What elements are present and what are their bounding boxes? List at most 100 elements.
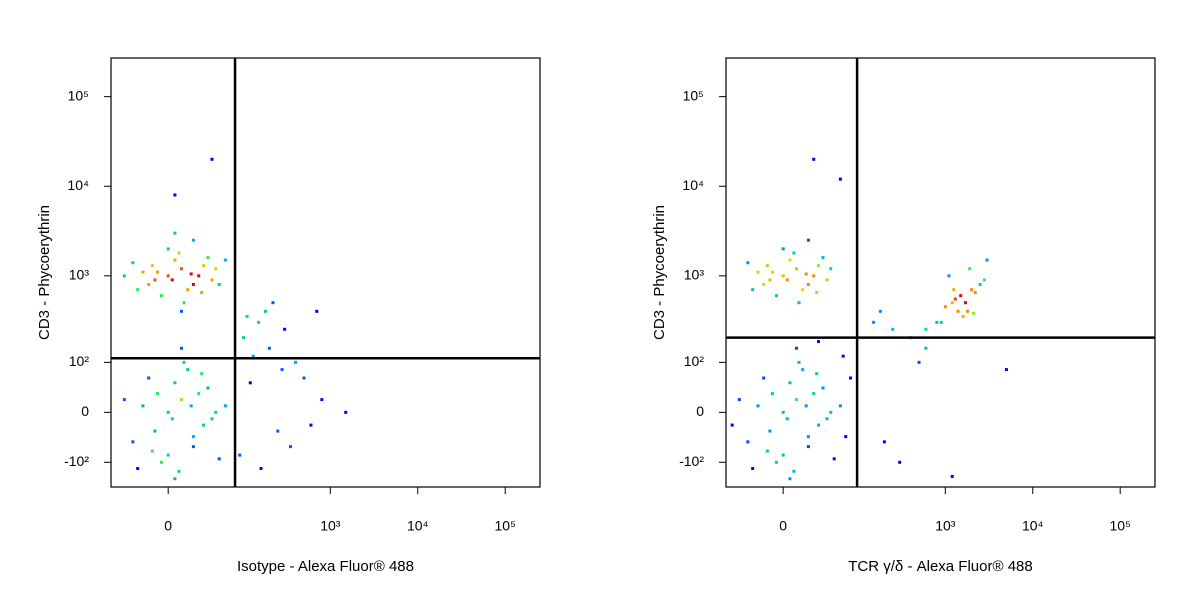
event-dot — [280, 368, 284, 372]
event-dot — [150, 264, 154, 268]
event-dot — [838, 177, 842, 181]
event-dot — [815, 291, 819, 295]
event-dot — [792, 251, 796, 255]
event-dot — [838, 404, 842, 408]
event-dot — [797, 360, 801, 364]
event-dot — [917, 360, 921, 364]
y-tick-label: 10² — [69, 353, 90, 369]
event-dot — [242, 336, 246, 340]
event-dot — [963, 301, 967, 305]
event-dot — [935, 320, 939, 324]
event-dot — [751, 467, 755, 471]
event-dot — [173, 381, 177, 385]
event-dot — [122, 274, 126, 278]
x-tick-label: 10³ — [320, 518, 341, 534]
event-dot — [829, 410, 833, 414]
event-dot — [200, 291, 204, 295]
event-dot — [276, 429, 280, 433]
event-dot — [939, 320, 943, 324]
y-axis-title: CD3 - Phycoerythrin — [36, 205, 53, 340]
event-dot — [179, 267, 183, 271]
event-dot — [136, 288, 140, 292]
event-dot — [812, 392, 816, 396]
event-dot — [131, 440, 135, 444]
y-tick-label: 10³ — [684, 267, 705, 283]
event-dot — [806, 238, 810, 242]
y-tick-label: -10² — [64, 453, 89, 469]
plot: 0 10³ 10⁴ 10⁵ -10² 0 10² 10³ 10⁴ 10⁵ TCR γ/δ - Ale… — [651, 57, 1156, 575]
event-dot — [737, 398, 741, 402]
event-dot — [825, 417, 829, 421]
event-dot — [206, 386, 210, 390]
event-dot — [774, 294, 778, 298]
event-dot — [170, 417, 174, 421]
event-dot — [774, 460, 778, 464]
event-dot — [785, 417, 789, 421]
event-dot — [770, 392, 774, 396]
event-dot — [971, 311, 975, 315]
event-dot — [982, 278, 986, 282]
y-tick-label: 10² — [684, 353, 705, 369]
event-dot — [179, 309, 183, 313]
event-dot — [223, 258, 227, 262]
event-dot — [961, 314, 965, 318]
event-dot — [785, 278, 789, 282]
event-dot — [182, 301, 186, 305]
event-dot — [267, 346, 271, 350]
event-dot — [762, 282, 766, 286]
event-dot — [147, 376, 151, 380]
x-tick-label: 10⁵ — [1110, 518, 1131, 534]
event-dot — [730, 423, 734, 427]
event-dot — [173, 477, 177, 481]
event-dot — [271, 301, 275, 305]
event-dot — [770, 270, 774, 274]
event-dot — [801, 368, 805, 372]
event-dot — [950, 474, 954, 478]
x-tick-label: 10⁴ — [407, 518, 429, 534]
y-tick-label: 10⁵ — [68, 87, 89, 103]
event-dot — [191, 238, 195, 242]
x-tick-label: 0 — [779, 518, 787, 534]
event-dot — [947, 274, 951, 278]
event-dot — [251, 354, 255, 358]
event-dot — [202, 423, 206, 427]
x-tick-label: 0 — [164, 518, 172, 534]
event-dot — [122, 398, 126, 402]
event-dot — [141, 404, 145, 408]
event-dot — [815, 372, 819, 376]
event-dot — [950, 301, 954, 305]
event-dot — [210, 417, 214, 421]
event-dot — [309, 423, 313, 427]
event-dot — [765, 449, 769, 453]
event-dot — [186, 368, 190, 372]
event-dot — [978, 282, 982, 286]
event-dot — [302, 376, 306, 380]
event-dot — [956, 309, 960, 313]
event-dot — [817, 423, 821, 427]
y-tick-label: 10⁴ — [67, 177, 89, 193]
event-dot — [953, 297, 957, 301]
event-dot — [825, 278, 829, 282]
event-dot — [223, 404, 227, 408]
event-dot — [788, 258, 792, 262]
x-axis-title: TCR γ/δ - Alexa Fluor® 488 — [848, 558, 1032, 575]
event-dot — [781, 247, 785, 251]
y-tick-label: 10⁴ — [682, 177, 704, 193]
event-dot — [153, 278, 157, 282]
event-dot — [829, 267, 833, 271]
event-dot — [751, 288, 755, 292]
event-dot — [315, 309, 319, 313]
event-dot — [238, 453, 242, 457]
x-tick-label: 10³ — [935, 518, 956, 534]
event-dot — [131, 261, 135, 265]
event-dot — [150, 449, 154, 453]
event-dot — [189, 272, 193, 276]
event-dot — [832, 457, 836, 461]
event-dot — [768, 278, 772, 282]
event-dot — [821, 386, 825, 390]
event-dot — [153, 429, 157, 433]
event-dot — [891, 327, 895, 331]
event-dot — [210, 157, 214, 161]
y-tick-label: 0 — [81, 403, 89, 419]
